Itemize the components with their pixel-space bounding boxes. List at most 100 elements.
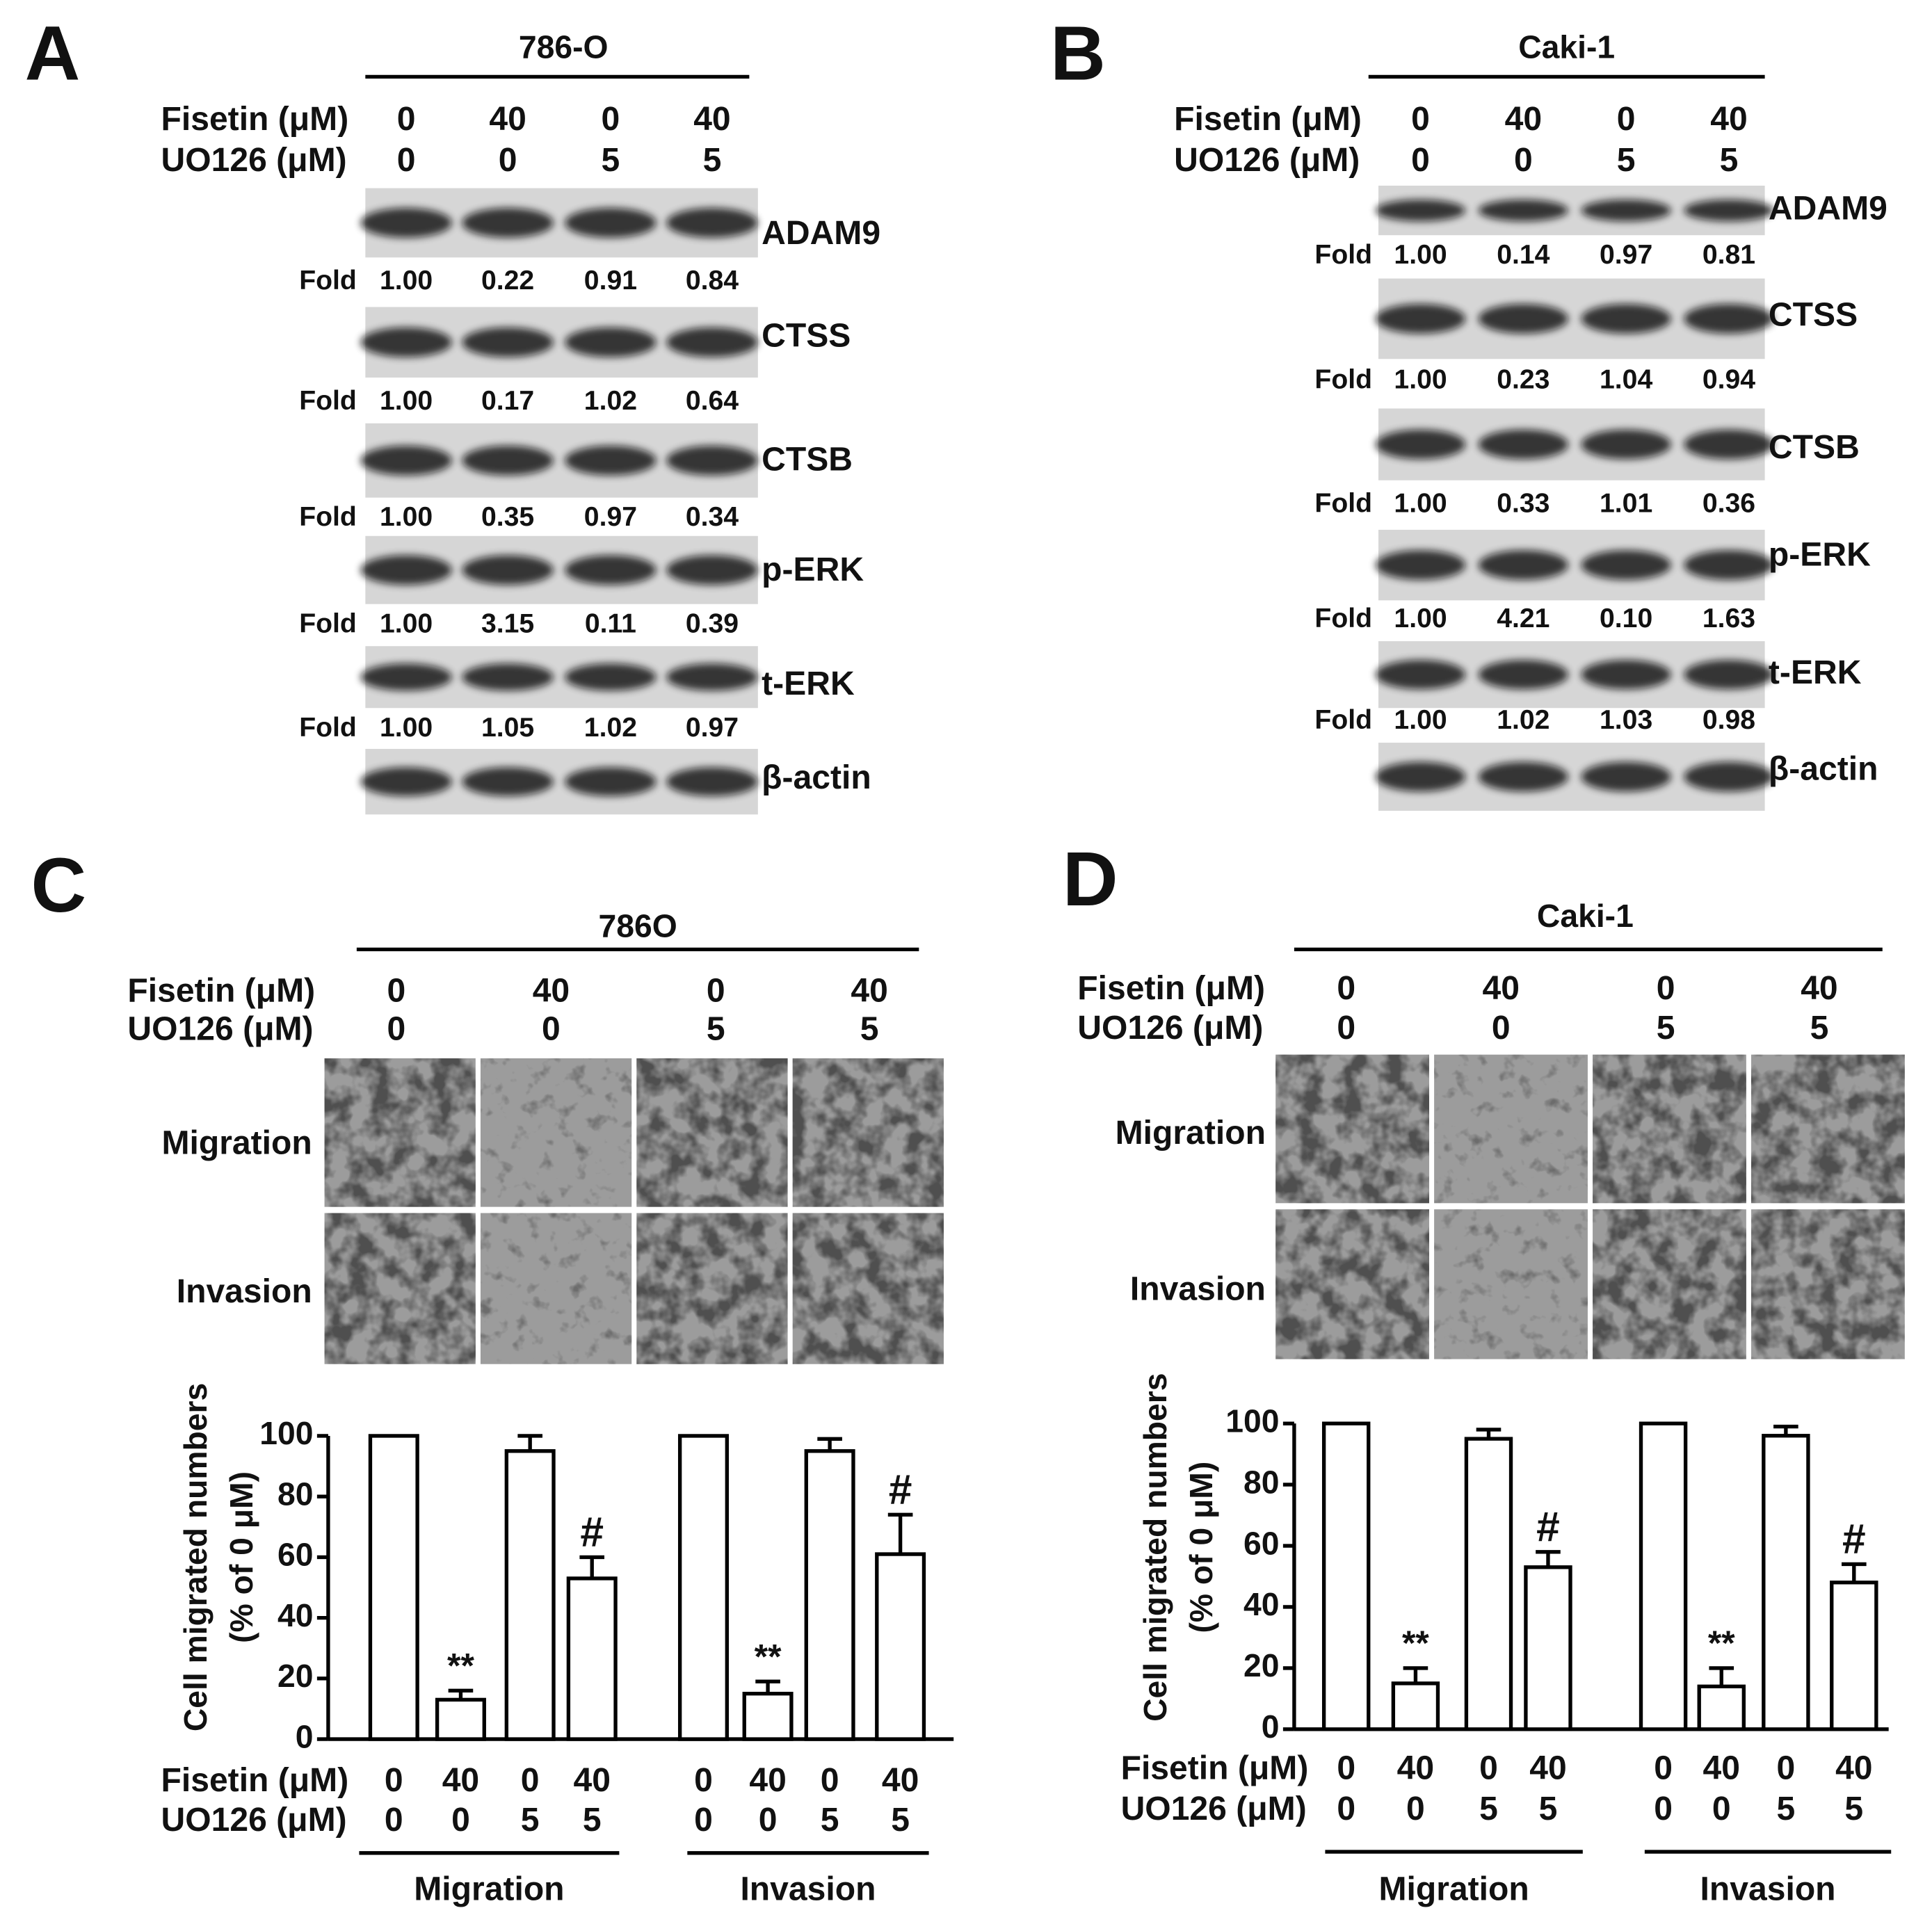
treatment-value: 0 [1337, 969, 1355, 1007]
bar [875, 1552, 926, 1741]
treatment-value: 40 [693, 100, 730, 138]
protein-label: β-actin [762, 759, 871, 796]
fold-value: 0.14 [1497, 240, 1549, 270]
fold-label: Fold [1314, 705, 1372, 735]
y-tick-label: 40 [1243, 1586, 1279, 1622]
y-tick-label: 80 [277, 1476, 313, 1512]
micrograph-cells [1434, 1054, 1588, 1204]
significance-label: # [1842, 1514, 1866, 1562]
blot-band [1684, 550, 1774, 580]
bar [804, 1449, 855, 1741]
fold-value: 1.00 [380, 502, 433, 532]
micrograph-cells [1751, 1054, 1905, 1204]
group-label: Invasion [740, 1871, 876, 1908]
treatment-value: 0 [542, 1010, 561, 1048]
treatment-value: 40 [1505, 100, 1542, 138]
x-tick-label: 5 [583, 1801, 602, 1839]
fold-value: 1.00 [380, 608, 433, 638]
fold-label: Fold [299, 502, 357, 532]
treatment-label: Fisetin (μM) [1077, 969, 1265, 1007]
micrograph-cells [1434, 1209, 1588, 1359]
y-axis-label: Cell migrated numbers [1137, 1373, 1173, 1721]
treatment-value: 5 [1810, 1009, 1829, 1047]
x-tick-label: 40 [1397, 1749, 1434, 1786]
treatment-label: UO126 (μM) [1174, 141, 1360, 179]
blot-band [462, 445, 554, 476]
protein-label: CTSB [1769, 428, 1860, 466]
blot-band [666, 663, 758, 691]
blot-band [462, 767, 554, 796]
bar [1321, 1421, 1371, 1731]
protein-label: p-ERK [1769, 536, 1871, 574]
blot-band [462, 555, 554, 585]
protein-label: CTSB [762, 441, 853, 478]
group-label: Migration [1378, 1871, 1529, 1908]
treatment-label: Fisetin (μM) [127, 971, 315, 1009]
blot-band [1478, 304, 1568, 334]
x-tick-label: 0 [1776, 1749, 1795, 1786]
blot-band [462, 208, 554, 238]
blot-band [565, 445, 657, 476]
fold-value: 1.04 [1600, 365, 1652, 395]
blot-band [360, 208, 452, 238]
fold-value: 1.00 [380, 386, 433, 416]
treatment-value: 0 [707, 971, 725, 1009]
significance-label: ** [447, 1646, 474, 1685]
blot-band [1375, 429, 1466, 460]
fold-label: Fold [1314, 365, 1372, 395]
panel-letter: D [1063, 837, 1118, 922]
protein-label: CTSS [762, 317, 851, 355]
blot-band [1684, 761, 1774, 792]
treatment-value: 0 [499, 141, 517, 179]
treatment-value: 40 [489, 100, 526, 138]
fold-label: Fold [1314, 489, 1372, 519]
blot-band [565, 555, 657, 585]
fold-value: 0.10 [1600, 604, 1652, 633]
fold-value: 4.21 [1497, 604, 1549, 633]
fold-value: 1.02 [1497, 705, 1549, 735]
x-tick-label: 0 [694, 1801, 713, 1839]
treatment-value: 0 [397, 100, 416, 138]
bar [677, 1434, 729, 1741]
blot-band [1581, 550, 1671, 580]
y-tick-label: 60 [277, 1537, 313, 1573]
blot-band [1581, 429, 1671, 460]
blot-band [1375, 660, 1466, 690]
micrograph-cells [1593, 1209, 1746, 1359]
treatment-value: 5 [703, 141, 722, 179]
x-tick-label: 5 [1844, 1790, 1863, 1827]
bar [435, 1697, 486, 1741]
fold-value: 1.00 [1394, 604, 1447, 633]
fold-value: 0.33 [1497, 489, 1549, 519]
group-label: Migration [414, 1871, 564, 1908]
y-tick-label: 0 [296, 1718, 314, 1754]
x-tick-label: 5 [1776, 1790, 1795, 1827]
fold-value: 0.64 [686, 386, 739, 416]
blot-band [360, 767, 452, 796]
fold-value: 0.98 [1702, 705, 1755, 735]
x-tick-label: 0 [821, 1761, 839, 1799]
cell-line-title: Caki-1 [1537, 898, 1634, 934]
blot-band [1375, 199, 1466, 222]
blot-band [1478, 429, 1568, 460]
fold-value: 0.23 [1497, 365, 1549, 395]
fold-value: 0.17 [481, 386, 534, 416]
micrograph-cells [324, 1213, 476, 1364]
treatment-value: 40 [1483, 969, 1520, 1007]
x-tick-label: 0 [1406, 1790, 1425, 1827]
fold-label: Fold [1314, 604, 1372, 633]
bar [1464, 1437, 1513, 1731]
treatment-value: 0 [602, 100, 620, 138]
fold-value: 1.00 [1394, 365, 1447, 395]
treatment-value: 5 [1720, 141, 1739, 179]
micrograph-cells [1275, 1209, 1430, 1359]
blot-band [462, 327, 554, 357]
blot-band [1684, 304, 1774, 334]
micrograph-cells [324, 1058, 476, 1207]
significance-label: ** [1708, 1624, 1735, 1663]
cell-line-title: 786-O [519, 29, 609, 65]
treatment-value: 0 [1411, 100, 1430, 138]
bar [1639, 1421, 1688, 1731]
treatment-value: 0 [387, 971, 405, 1009]
treatment-label: UO126 (μM) [161, 141, 347, 179]
